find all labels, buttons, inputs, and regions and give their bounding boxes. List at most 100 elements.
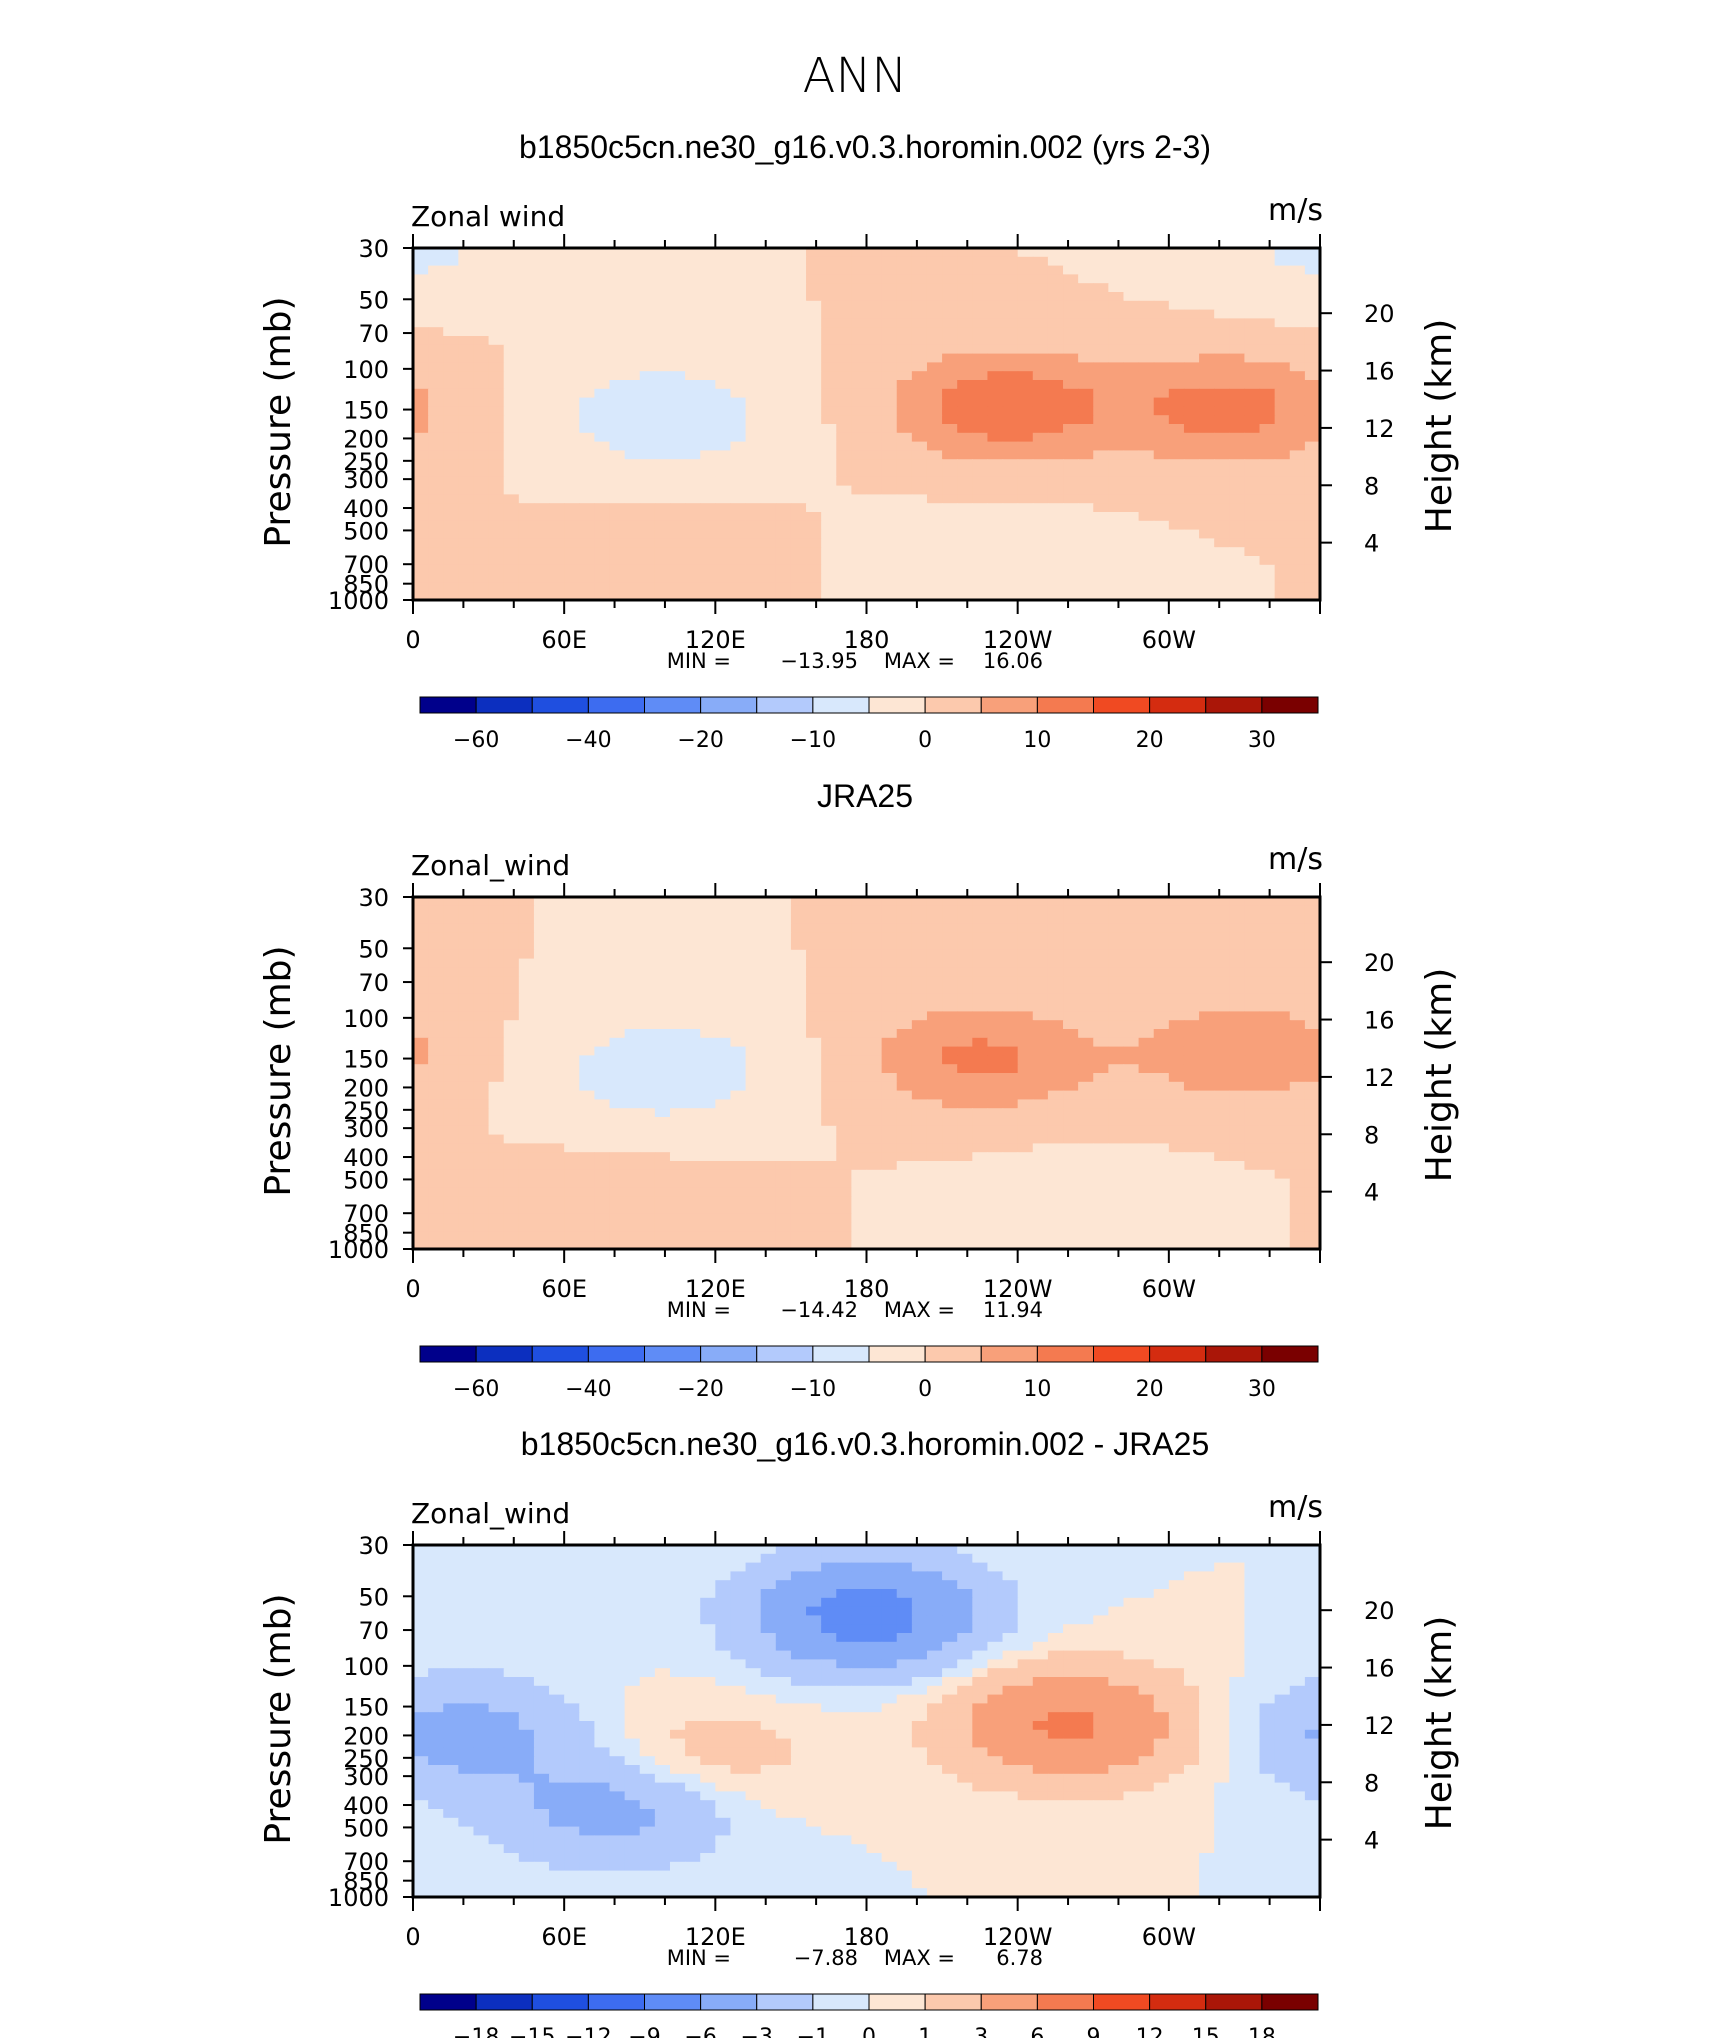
heatmap-cell — [1063, 476, 1079, 487]
heatmap-cell — [1078, 336, 1094, 346]
heatmap-cell — [488, 547, 505, 557]
heatmap-cell — [881, 897, 898, 907]
heatmap-cell — [896, 556, 913, 566]
heatmap-cell — [488, 1161, 505, 1171]
heatmap-cell — [609, 932, 626, 942]
heatmap-cell — [987, 1081, 1004, 1092]
heatmap-cell — [1153, 459, 1170, 469]
heatmap-cell — [745, 274, 762, 284]
heatmap-cell — [806, 1011, 822, 1021]
heatmap-cell — [760, 1002, 777, 1012]
heatmap-cell — [1093, 265, 1109, 275]
heatmap-cell — [972, 450, 989, 460]
heatmap-cell — [428, 1134, 444, 1144]
heatmap-cell — [957, 556, 973, 566]
heatmap-cell — [730, 450, 747, 460]
heatmap-cell — [1274, 967, 1291, 977]
heatmap-cell — [700, 967, 716, 977]
heatmap-cell — [1017, 556, 1034, 566]
heatmap-cell — [1304, 1187, 1321, 1197]
heatmap-cell — [957, 1037, 973, 1048]
heatmap-cell — [503, 967, 520, 977]
heatmap-cell — [413, 1108, 429, 1118]
heatmap-cell — [715, 923, 732, 933]
heatmap-cell — [866, 283, 883, 293]
heatmap-cell — [1259, 397, 1276, 407]
heatmap-cell — [1274, 1090, 1291, 1100]
heatmap-cell — [881, 397, 898, 407]
heatmap-cell — [715, 424, 732, 434]
heatmap-cell — [851, 1011, 868, 1021]
heatmap-cell — [1199, 1064, 1215, 1074]
heatmap-cell — [730, 406, 747, 416]
heatmap-cell — [1002, 432, 1019, 443]
heatmap-cell — [579, 967, 595, 977]
heatmap-cell — [533, 468, 550, 478]
heatmap-cell — [1047, 344, 1064, 355]
heatmap-cell — [1138, 406, 1155, 416]
heatmap-cell — [1214, 985, 1230, 995]
heatmap-cell — [564, 1196, 580, 1206]
heatmap-cell — [730, 424, 747, 434]
heatmap-cell — [413, 1125, 429, 1136]
heatmap-cell — [987, 292, 1004, 302]
heatmap-cell — [1123, 905, 1140, 916]
heatmap-cell — [1063, 344, 1079, 355]
heatmap-cell — [1047, 897, 1064, 907]
heatmap-cell — [1078, 1029, 1094, 1039]
heatmap-cell — [1153, 949, 1170, 960]
heatmap-cell — [654, 1117, 671, 1127]
heatmap-cell — [715, 300, 732, 311]
heatmap-cell — [775, 292, 792, 302]
colorbar-label: −60 — [453, 728, 499, 753]
heatmap-cell — [715, 941, 732, 951]
heatmap-cell — [488, 914, 505, 924]
heatmap-cell — [1153, 1037, 1170, 1048]
heatmap-cell — [821, 1178, 837, 1188]
heatmap-cell — [1002, 1134, 1019, 1144]
heatmap-cell — [926, 441, 943, 451]
heatmap-cell — [760, 1222, 777, 1232]
heatmap-cell — [669, 564, 686, 575]
heatmap-cell — [488, 459, 505, 469]
heatmap-cell — [1259, 1117, 1276, 1127]
heatmap-cell — [866, 1090, 883, 1100]
heatmap-cell — [564, 1152, 580, 1162]
heatmap-cell — [1063, 450, 1079, 460]
heatmap-cell — [624, 362, 641, 372]
heatmap-cell — [1229, 388, 1246, 399]
heatmap-cell — [806, 967, 822, 977]
heatmap-cell — [896, 459, 913, 469]
heatmap-cell — [685, 406, 701, 416]
heatmap-cell — [503, 941, 520, 951]
heatmap-cell — [821, 300, 837, 311]
heatmap-cell — [428, 958, 444, 968]
heatmap-cell — [1063, 292, 1079, 302]
heatmap-cell — [790, 932, 807, 942]
heatmap-cell — [775, 362, 792, 372]
heatmap-cell — [926, 344, 943, 355]
heatmap-cell — [473, 327, 490, 337]
heatmap-cell — [1047, 256, 1064, 267]
heatmap-cell — [972, 274, 989, 284]
heatmap-cell — [1032, 958, 1049, 968]
heatmap-cell — [942, 949, 958, 960]
heatmap-cell — [987, 397, 1004, 407]
heatmap-cell — [579, 494, 595, 504]
heatmap-cell — [987, 265, 1004, 275]
heatmap-cell — [473, 362, 490, 372]
heatmap-cell — [1047, 520, 1064, 531]
heatmap-cell — [685, 976, 701, 986]
heatmap-cell — [669, 256, 686, 267]
heatmap-cell — [1274, 1187, 1291, 1197]
heatmap-cell — [760, 468, 777, 478]
heatmap-cell — [987, 1055, 1004, 1065]
heatmap-cell — [1183, 424, 1200, 434]
heatmap-cell — [1123, 1231, 1140, 1241]
heatmap-cell — [821, 309, 837, 319]
heatmap-cell — [1032, 1073, 1049, 1083]
heatmap-cell — [1078, 1169, 1094, 1180]
heatmap-cell — [1002, 1169, 1019, 1180]
heatmap-cell — [669, 265, 686, 275]
heatmap-cell — [957, 1134, 973, 1144]
